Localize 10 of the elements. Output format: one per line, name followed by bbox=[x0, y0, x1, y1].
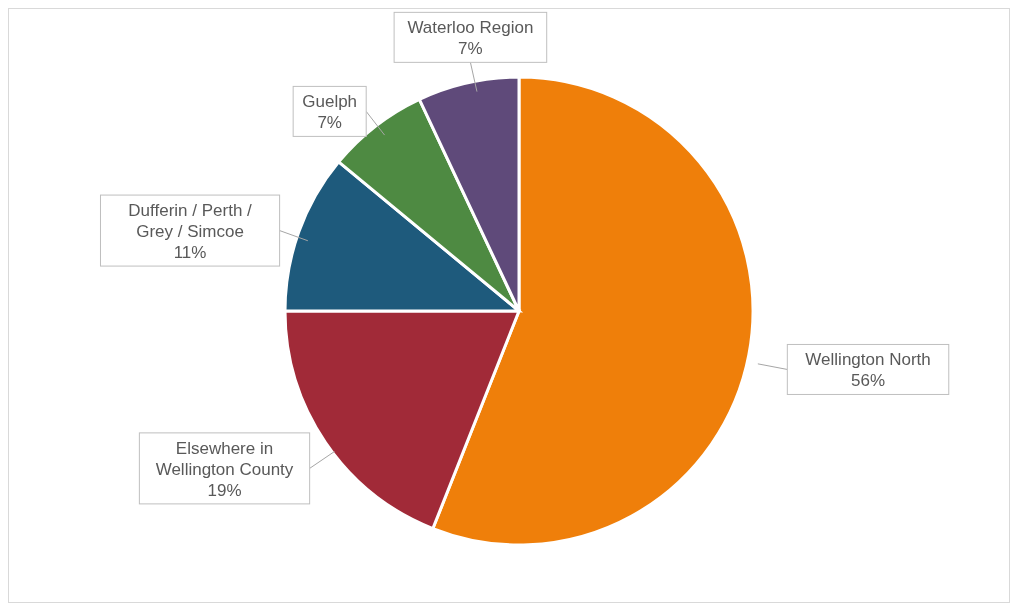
slice-label: Wellington North bbox=[805, 350, 931, 370]
slice-label: Waterloo Region bbox=[407, 18, 534, 38]
data-label: 7% bbox=[458, 39, 483, 59]
slice-label: Guelph bbox=[302, 92, 358, 112]
slice-label: Dufferin / Perth / Grey / Simcoe bbox=[128, 201, 253, 242]
data-label: 56% bbox=[851, 371, 886, 391]
data-label: 11% bbox=[173, 243, 207, 263]
slice-label: Elsewhere in Wellington County bbox=[155, 438, 294, 479]
data-label: 7% bbox=[317, 113, 342, 133]
data-label: 19% bbox=[207, 480, 242, 500]
